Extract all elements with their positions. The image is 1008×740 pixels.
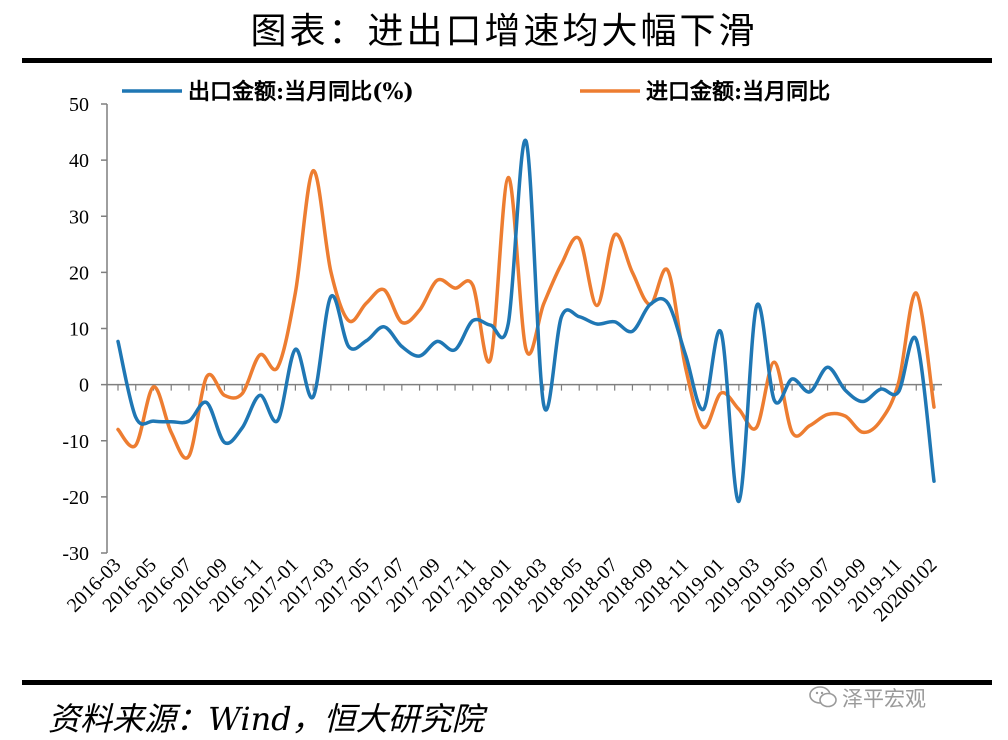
- chart: 50 40 30 20 10 0 -10 -20 -30 2016-032016-052016-…: [62, 79, 942, 626]
- watermark: 泽平宏观: [842, 687, 926, 711]
- legend-label-export: 出口金额:当月同比(%): [188, 79, 414, 105]
- legend: 出口金额:当月同比(%) 进口金额:当月同比: [122, 79, 830, 105]
- top-rule: [22, 58, 992, 63]
- y-axis: 50 40 30 20 10 0 -10 -20 -30: [62, 94, 108, 565]
- y-tick-label: 10: [69, 319, 89, 341]
- series-line-import: [116, 169, 936, 460]
- y-tick-label: -20: [62, 487, 89, 509]
- series-lines: [116, 138, 936, 504]
- bottom-rule: [22, 680, 992, 685]
- y-tick-label: -10: [62, 431, 89, 453]
- series-line-export: [116, 138, 936, 504]
- y-tick-label: 40: [69, 150, 89, 172]
- y-tick-label: 30: [69, 206, 89, 228]
- y-tick-label: 50: [69, 94, 89, 116]
- source-note: 资料来源：Wind，恒大研究院: [48, 700, 484, 738]
- y-tick-label: 0: [79, 375, 89, 397]
- chart-title: 图表：进出口增速均大幅下滑: [250, 11, 758, 52]
- y-tick-label: -30: [62, 543, 89, 565]
- wechat-icon: [809, 686, 837, 708]
- x-axis: 2016-032016-052016-072016-092016-112017-…: [63, 383, 942, 626]
- y-tick-label: 20: [69, 262, 89, 284]
- legend-label-import: 进口金额:当月同比: [646, 79, 830, 105]
